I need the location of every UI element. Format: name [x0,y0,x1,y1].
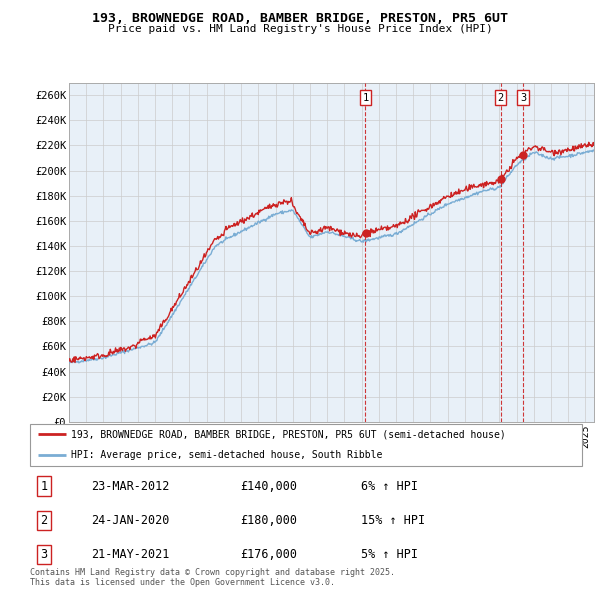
Text: 1: 1 [40,480,47,493]
Text: 1: 1 [362,93,368,103]
Text: 6% ↑ HPI: 6% ↑ HPI [361,480,418,493]
Text: £176,000: £176,000 [240,548,297,561]
Text: 2: 2 [497,93,503,103]
Text: 3: 3 [520,93,526,103]
Text: £180,000: £180,000 [240,514,297,527]
Text: £140,000: £140,000 [240,480,297,493]
Text: 2: 2 [40,514,47,527]
Text: HPI: Average price, semi-detached house, South Ribble: HPI: Average price, semi-detached house,… [71,451,383,460]
Text: 24-JAN-2020: 24-JAN-2020 [91,514,169,527]
Text: 23-MAR-2012: 23-MAR-2012 [91,480,169,493]
Text: 193, BROWNEDGE ROAD, BAMBER BRIDGE, PRESTON, PR5 6UT (semi-detached house): 193, BROWNEDGE ROAD, BAMBER BRIDGE, PRES… [71,430,506,439]
Text: 15% ↑ HPI: 15% ↑ HPI [361,514,425,527]
Text: Contains HM Land Registry data © Crown copyright and database right 2025.
This d: Contains HM Land Registry data © Crown c… [30,568,395,587]
Text: Price paid vs. HM Land Registry's House Price Index (HPI): Price paid vs. HM Land Registry's House … [107,24,493,34]
Text: 21-MAY-2021: 21-MAY-2021 [91,548,169,561]
Text: 5% ↑ HPI: 5% ↑ HPI [361,548,418,561]
Text: 193, BROWNEDGE ROAD, BAMBER BRIDGE, PRESTON, PR5 6UT: 193, BROWNEDGE ROAD, BAMBER BRIDGE, PRES… [92,12,508,25]
Text: 3: 3 [40,548,47,561]
